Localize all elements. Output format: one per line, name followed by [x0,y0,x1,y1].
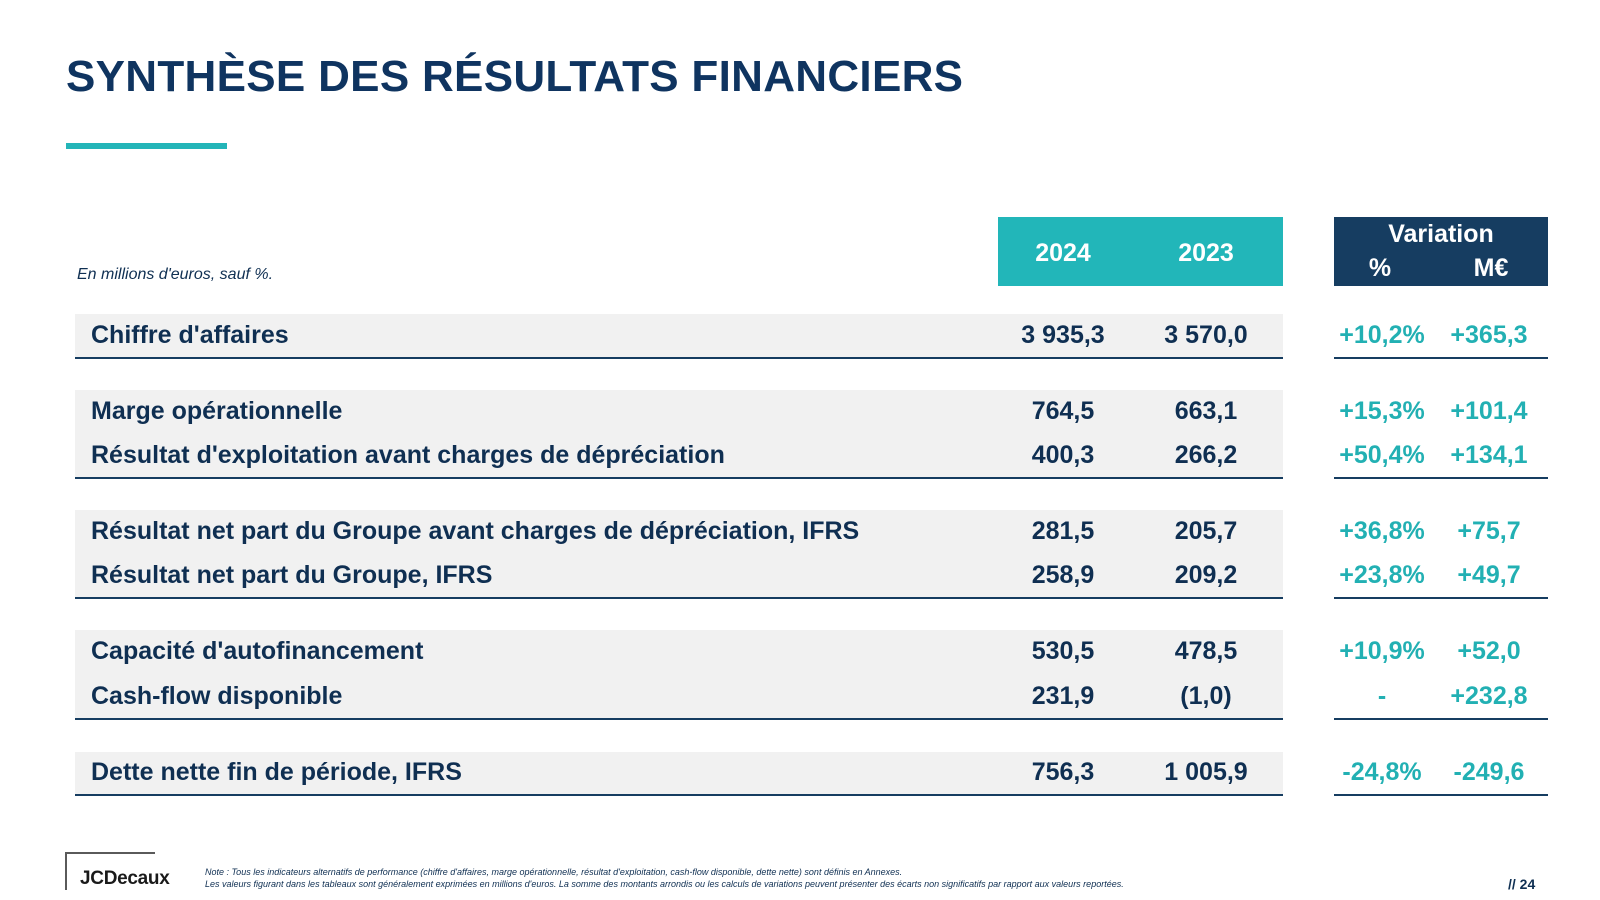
footnote: Note : Tous les indicateurs alternatifs … [205,866,1124,890]
separator-line [1334,477,1548,479]
variation-meur: +134,1 [1450,441,1528,469]
value-2024: 764,5 [1031,397,1095,425]
row-label: Cash-flow disponible [91,682,343,710]
header-2023: 2023 [1178,239,1234,267]
group-bg-net-income [75,510,1283,599]
separator-line [75,357,1283,359]
variation-meur: +365,3 [1450,321,1528,349]
row-label: Résultat net part du Groupe avant charge… [91,517,860,545]
variation-meur-header: M€ [1473,254,1509,282]
row-label: Marge opérationnelle [91,397,343,425]
separator-line [75,477,1283,479]
value-2024: 400,3 [1031,441,1095,469]
variation-pct: -24,8% [1342,758,1422,786]
header-2024: 2024 [1035,239,1091,267]
row-label: Dette nette fin de période, IFRS [91,758,462,786]
year-header: 2024 2023 [998,217,1283,286]
table-row: Chiffre d'affaires 3 935,3 3 570,0 +10,2… [0,321,1600,351]
jcdecaux-logo: JCDecaux [64,852,194,894]
value-2024: 530,5 [1031,637,1095,665]
variation-meur: +49,7 [1457,561,1521,589]
title-underline [66,143,227,149]
page-title: SYNTHÈSE DES RÉSULTATS FINANCIERS [66,52,964,101]
value-2023: 478,5 [1174,637,1238,665]
variation-pct: +50,4% [1339,441,1425,469]
row-label: Résultat d'exploitation avant charges de… [91,441,725,469]
variation-meur: +232,8 [1450,682,1528,710]
logo-frame-vertical [65,852,67,890]
table-row: Résultat d'exploitation avant charges de… [0,441,1600,471]
separator-line [75,718,1283,720]
variation-title: Variation [1388,220,1494,248]
variation-meur: +75,7 [1457,517,1521,545]
value-2023: 663,1 [1174,397,1238,425]
table-row: Résultat net part du Groupe, IFRS 258,9 … [0,561,1600,591]
separator-line [1334,597,1548,599]
page-number: // 24 [1508,876,1536,892]
separator-line [1334,718,1548,720]
group-bg-revenue [75,314,1283,358]
value-2024: 756,3 [1031,758,1095,786]
row-label: Capacité d'autofinancement [91,637,424,665]
separator-line [1334,357,1548,359]
variation-header: Variation % M€ [1334,217,1548,286]
row-label: Résultat net part du Groupe, IFRS [91,561,493,589]
variation-meur: +52,0 [1457,637,1521,665]
variation-pct-header: % [1368,254,1392,282]
value-2024: 258,9 [1031,561,1095,589]
separator-line [1334,794,1548,796]
table-row: Cash-flow disponible 231,9 (1,0) - +232,… [0,682,1600,712]
footnote-line-1: Note : Tous les indicateurs alternatifs … [205,867,903,877]
table-row: Dette nette fin de période, IFRS 756,3 1… [0,758,1600,788]
variation-pct: +23,8% [1339,561,1425,589]
value-2023: 205,7 [1174,517,1238,545]
variation-pct: +10,2% [1339,321,1425,349]
group-bg-margin [75,390,1283,479]
value-2023: 266,2 [1174,441,1238,469]
variation-meur: +101,4 [1450,397,1528,425]
logo-frame-horizontal [65,852,155,854]
footnote-line-2: Les valeurs figurant dans les tableaux s… [205,879,1124,889]
value-2023: (1,0) [1180,682,1232,710]
variation-pct: - [1377,682,1387,710]
table-row: Capacité d'autofinancement 530,5 478,5 +… [0,637,1600,667]
variation-pct: +15,3% [1339,397,1425,425]
value-2023: 1 005,9 [1164,758,1248,786]
row-label: Chiffre d'affaires [91,321,289,349]
value-2023: 3 570,0 [1164,321,1248,349]
value-2024: 231,9 [1031,682,1095,710]
unit-note: En millions d'euros, sauf %. [77,266,274,283]
value-2024: 3 935,3 [1021,321,1105,349]
table-row: Résultat net part du Groupe avant charge… [0,517,1600,547]
table-row: Marge opérationnelle 764,5 663,1 +15,3% … [0,397,1600,427]
group-bg-cash [75,630,1283,719]
value-2023: 209,2 [1174,561,1238,589]
variation-meur: -249,6 [1453,758,1525,786]
variation-pct: +10,9% [1339,637,1425,665]
separator-line [75,597,1283,599]
value-2024: 281,5 [1031,517,1095,545]
separator-line [75,794,1283,796]
logo-text: JCDecaux [80,868,170,889]
group-bg-debt [75,752,1283,796]
variation-pct: +36,8% [1339,517,1425,545]
